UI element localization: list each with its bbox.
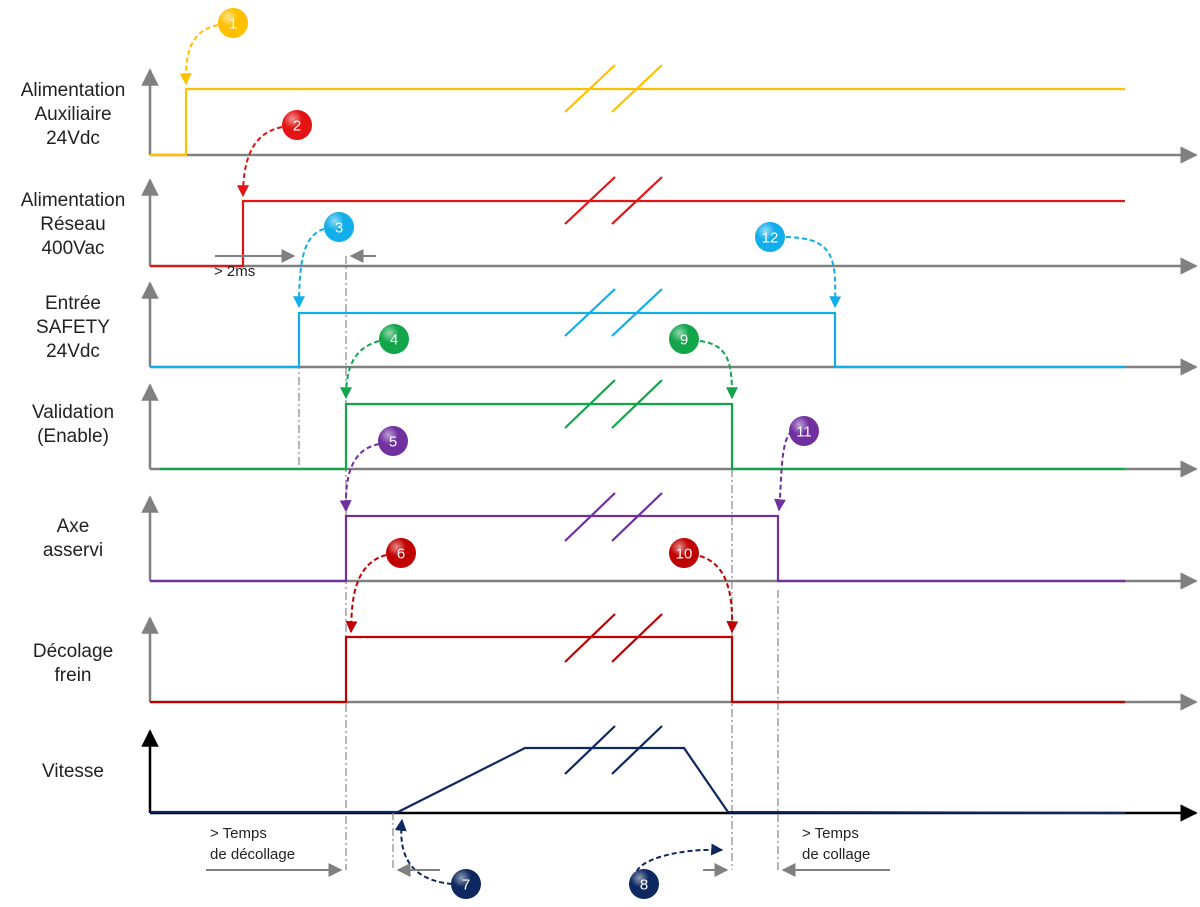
trace-vitesse: [150, 725, 1126, 815]
step-badges: 1 2 3 4 5 6 7 8 9 10 11 12: [218, 8, 819, 899]
break-mark-enable-1: [564, 379, 616, 429]
step-badge-8-number: 8: [640, 877, 648, 894]
callout-9-curve: [699, 340, 738, 400]
step-badge-4-number: 4: [390, 332, 398, 349]
step-badge-8: 8: [629, 869, 659, 899]
break-mark-safety-1: [564, 288, 616, 337]
step-badge-2: 2: [282, 110, 312, 140]
timing-notes: > 2ms > Temps de décollage > Temps de co…: [210, 263, 870, 863]
trace-axe-line: [150, 514, 1125, 583]
trace-enable-line: [160, 402, 1125, 471]
step-badge-1: 1: [218, 8, 248, 38]
break-mark-frein-2: [611, 613, 663, 663]
callout-6-curve: [345, 554, 387, 634]
label-axe-line-2: asservi: [43, 540, 103, 561]
release-time-note-line-1: > Temps: [210, 825, 267, 842]
trace-aux-line: [150, 87, 1125, 157]
label-frein-line-1: Décolage: [33, 641, 113, 662]
step-badge-5-number: 5: [389, 434, 397, 451]
callout-3-curve: [293, 228, 325, 309]
label-safety-line-1: Entrée: [45, 293, 101, 314]
label-safety-line-3: 24Vdc: [46, 341, 100, 362]
step-badge-6: 6: [386, 538, 416, 568]
label-aux-line-1: Alimentation: [21, 80, 126, 101]
break-mark-aux-1: [564, 64, 616, 113]
break-mark-safety-2: [611, 288, 663, 337]
trace-enable: [160, 379, 1125, 471]
trace-safety: [150, 288, 1125, 369]
step-badge-9-number: 9: [680, 332, 688, 349]
trace-reseau: [150, 176, 1125, 268]
break-mark-axe-1: [564, 492, 616, 542]
step-badge-6-number: 6: [397, 546, 405, 563]
step-badge-3-number: 3: [335, 220, 343, 237]
step-badge-10-number: 10: [676, 546, 693, 563]
step-badge-7-number: 7: [462, 877, 470, 894]
step-badge-12-number: 12: [762, 230, 779, 247]
callout-1-curve: [179, 24, 219, 86]
step-badge-7: 7: [451, 869, 481, 899]
callout-11-curve: [774, 430, 793, 512]
timing-arrows: [206, 249, 890, 877]
release-time-note-line-2: de décollage: [210, 846, 295, 863]
step-badge-3: 3: [324, 212, 354, 242]
step-badge-12: 12: [755, 222, 785, 252]
label-reseau-line-3: 400Vac: [41, 238, 104, 259]
step-badge-1-number: 1: [229, 16, 237, 33]
callout-2-curve: [237, 126, 283, 198]
break-mark-vitesse-1: [564, 725, 616, 775]
trace-frein-line: [150, 635, 1125, 704]
step-badge-9: 9: [669, 324, 699, 354]
label-enable-line-2: (Enable): [37, 426, 109, 447]
callout-4-curve: [340, 340, 380, 400]
label-reseau-line-2: Réseau: [40, 214, 106, 235]
break-mark-frein-1: [564, 613, 616, 663]
label-aux-line-3: 24Vdc: [46, 128, 100, 149]
step-badge-5: 5: [378, 426, 408, 456]
label-aux-line-2: Auxiliaire: [34, 104, 111, 125]
min-delay-note: > 2ms: [214, 263, 255, 280]
label-axe-line-1: Axe: [57, 516, 90, 537]
trace-axe: [150, 492, 1125, 583]
engage-time-note-line-2: de collage: [802, 846, 870, 863]
step-badge-11: 11: [789, 416, 819, 446]
engage-time-note-line-1: > Temps: [802, 825, 859, 842]
step-badge-4: 4: [379, 324, 409, 354]
step-badge-2-number: 2: [293, 118, 301, 135]
break-mark-axe-2: [611, 492, 663, 542]
trace-aux: [150, 64, 1125, 157]
break-mark-aux-2: [611, 64, 663, 113]
break-mark-reseau-1: [564, 176, 616, 225]
break-mark-vitesse-2: [611, 725, 663, 775]
label-enable-line-1: Validation: [32, 402, 114, 423]
callout-5-curve: [339, 443, 380, 513]
step-badge-10: 10: [669, 538, 699, 568]
trace-reseau-line: [150, 199, 1125, 268]
signal-labels: Alimentation Auxiliaire 24Vdc Alimentati…: [21, 80, 126, 782]
callout-12-curve: [785, 236, 842, 309]
label-safety-line-2: SAFETY: [36, 317, 110, 338]
callout-8-curve: [634, 843, 724, 880]
break-mark-reseau-2: [611, 176, 663, 225]
break-mark-enable-2: [611, 379, 663, 429]
step-badge-11-number: 11: [796, 424, 812, 441]
trace-vitesse-line: [150, 746, 1126, 815]
label-vitesse: Vitesse: [42, 761, 104, 782]
label-frein-line-2: frein: [55, 665, 92, 686]
callout-10-curve: [699, 555, 739, 634]
callout-7-curve: [394, 818, 453, 885]
trace-safety-line: [150, 311, 1125, 369]
label-reseau-line-1: Alimentation: [21, 190, 126, 211]
trace-frein: [150, 613, 1125, 704]
